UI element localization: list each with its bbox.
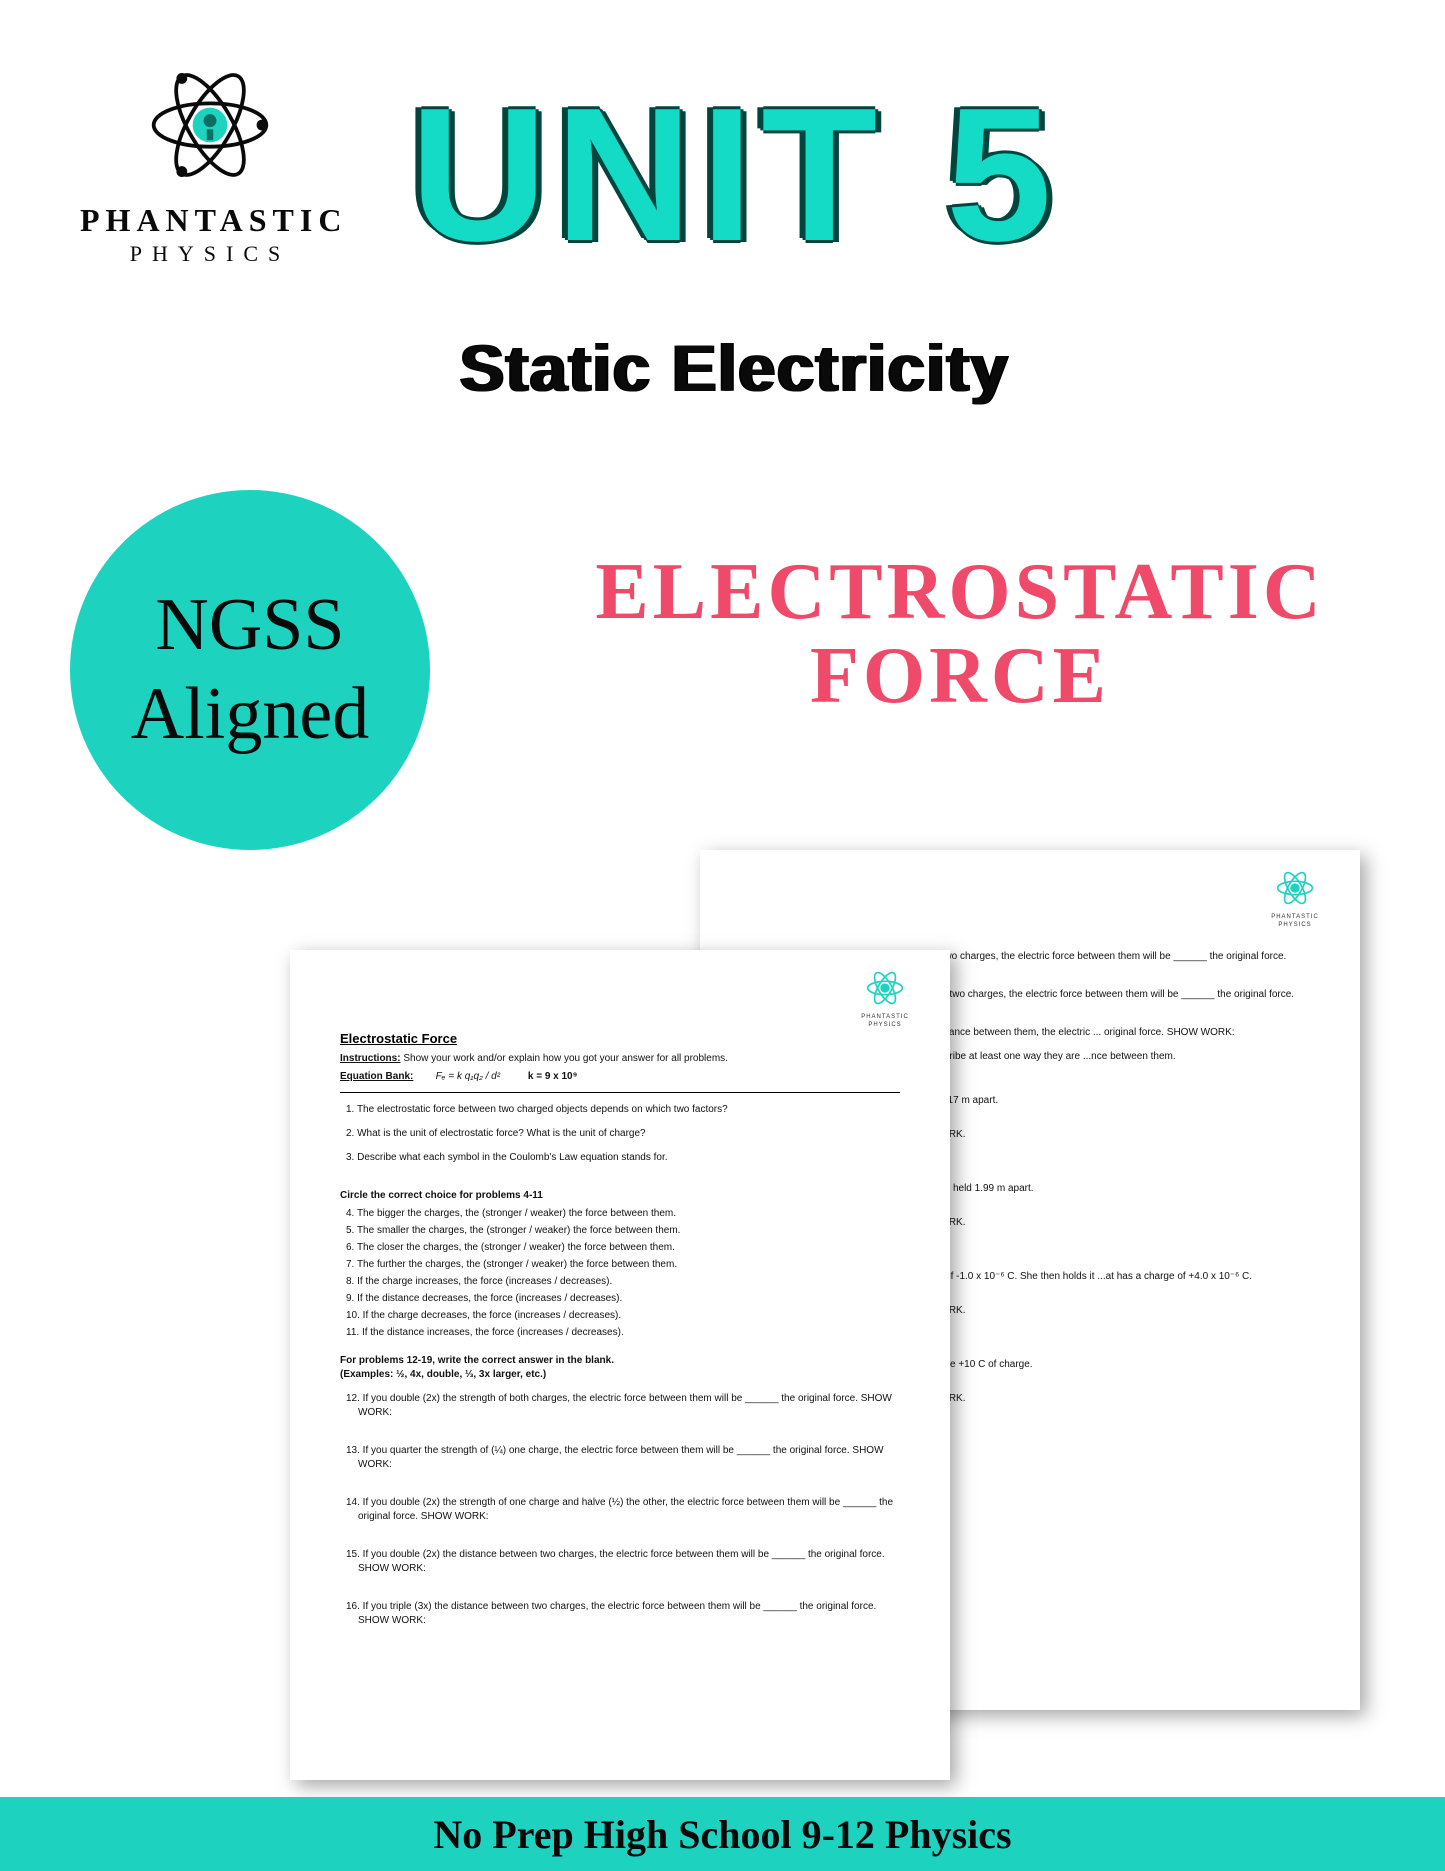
brand-name-1: PHANTASTIC [80, 202, 340, 239]
ws-circle-header: Circle the correct choice for problems 4… [340, 1189, 900, 1203]
brand-logo: PHANTASTIC PHYSICS [80, 60, 340, 267]
ws-q11: 11. If the distance increases, the force… [358, 1326, 900, 1340]
ws-constant: k = 9 x 10⁹ [528, 1071, 578, 1082]
mini-logo: PHANTASTICPHYSICS [1260, 868, 1330, 930]
brand-name-2: PHYSICS [80, 241, 340, 267]
ws-title: Electrostatic Force [340, 1030, 900, 1048]
atom-icon [145, 60, 275, 190]
ws-q8: 8. If the charge increases, the force (i… [358, 1275, 900, 1289]
ws-q2: 2. What is the unit of electrostatic for… [358, 1127, 900, 1141]
badge-line2: Aligned [131, 670, 369, 759]
ws-instr-label: Instructions: [340, 1053, 401, 1064]
ws-instr-text: Show your work and/or explain how you go… [403, 1053, 728, 1064]
ws-blank-examples: (Examples: ½, 4x, double, ⅓, 3x larger, … [340, 1368, 900, 1382]
ws-q7: 7. The further the charges, the (stronge… [358, 1258, 900, 1272]
atom-icon [1275, 868, 1315, 908]
ws-q3: 3. Describe what each symbol in the Coul… [358, 1151, 900, 1165]
worksheet-page-1: PHANTASTICPHYSICS Electrostatic Force In… [290, 950, 950, 1780]
unit-subtitle: Static Electricity [460, 330, 1010, 406]
ws-q1: 1. The electrostatic force between two c… [358, 1103, 900, 1117]
ws-q13: 13. If you quarter the strength of (¼) o… [358, 1444, 900, 1472]
ws-q5: 5. The smaller the charges, the (stronge… [358, 1224, 900, 1238]
ws-q14: 14. If you double (2x) the strength of o… [358, 1496, 900, 1524]
ws-q10: 10. If the charge decreases, the force (… [358, 1309, 900, 1323]
badge-line1: NGSS [155, 581, 344, 670]
mini-brand: PHANTASTICPHYSICS [1260, 913, 1330, 930]
ws-q6: 6. The closer the charges, the (stronger… [358, 1241, 900, 1255]
mini-logo: PHANTASTICPHYSICS [850, 968, 920, 1030]
ws-q15: 15. If you double (2x) the distance betw… [358, 1548, 900, 1576]
ws-q9: 9. If the distance decreases, the force … [358, 1292, 900, 1306]
topic-title: ELECTROSTATIC FORCE [520, 550, 1400, 718]
ws-eqbank-label: Equation Bank: [340, 1071, 413, 1082]
footer-text: No Prep High School 9-12 Physics [433, 1811, 1011, 1858]
mini-brand: PHANTASTICPHYSICS [850, 1013, 920, 1030]
unit-title: UNIT 5 [410, 90, 1060, 261]
atom-icon [865, 968, 905, 1008]
ws-q4: 4. The bigger the charges, the (stronger… [358, 1207, 900, 1221]
ws-eqbank: Equation Bank: Fₑ = k q₁q₂ / d² k = 9 x … [340, 1070, 900, 1084]
ws-instructions: Instructions: Show your work and/or expl… [340, 1052, 900, 1066]
ws-equation: Fₑ = k q₁q₂ / d² [436, 1071, 500, 1082]
footer-bar: No Prep High School 9-12 Physics [0, 1797, 1445, 1871]
ws-blank-header: For problems 12-19, write the correct an… [340, 1354, 900, 1368]
ngss-badge: NGSS Aligned [70, 490, 430, 850]
ws-q12: 12. If you double (2x) the strength of b… [358, 1392, 900, 1420]
ws-q16: 16. If you triple (3x) the distance betw… [358, 1600, 900, 1628]
